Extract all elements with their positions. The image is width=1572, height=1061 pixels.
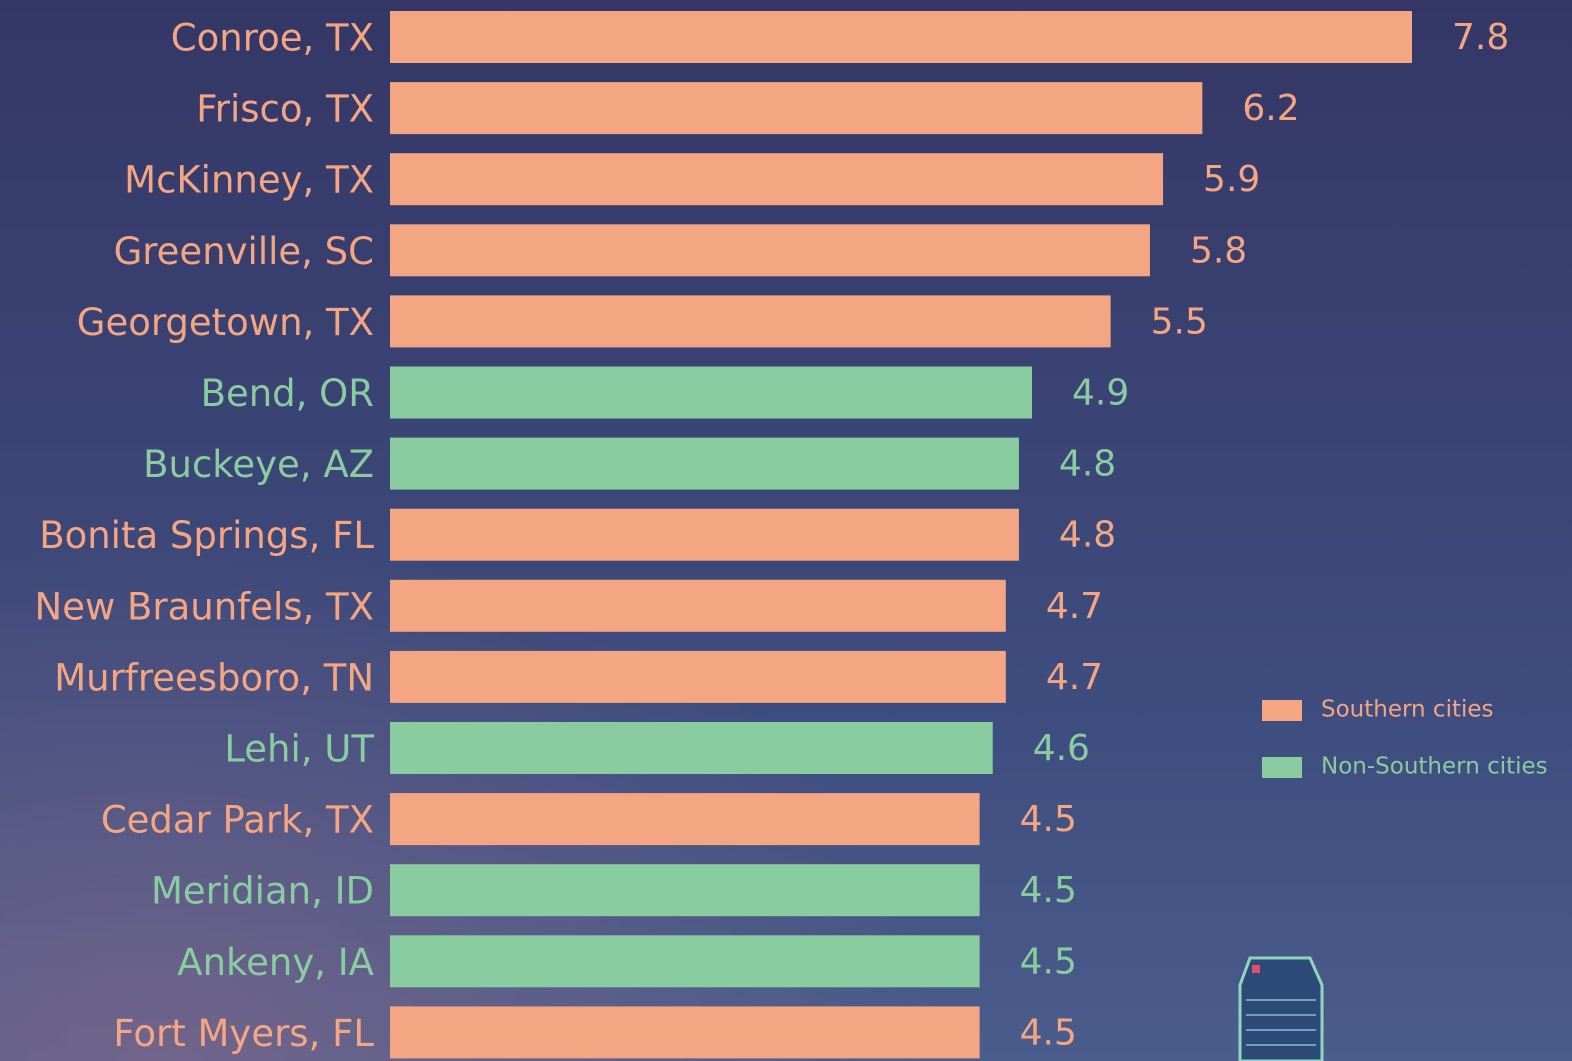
category-label: Greenville, SC <box>114 230 374 273</box>
legend-swatch <box>1262 700 1302 721</box>
category-label: Lehi, UT <box>224 728 374 771</box>
category-label: McKinney, TX <box>124 159 374 202</box>
legend-label: Southern cities <box>1321 697 1494 723</box>
value-label: 4.8 <box>1059 444 1116 485</box>
value-label: 4.8 <box>1059 515 1116 556</box>
value-label: 5.9 <box>1203 159 1260 200</box>
category-label: Cedar Park, TX <box>101 799 374 842</box>
category-label: Fort Myers, FL <box>113 1012 374 1055</box>
value-label: 4.6 <box>1033 728 1090 769</box>
category-label: Ankeny, IA <box>177 941 374 984</box>
value-label: 4.7 <box>1046 657 1103 698</box>
category-label: Georgetown, TX <box>77 301 374 344</box>
category-label: Bonita Springs, FL <box>39 514 374 557</box>
bar <box>390 722 993 774</box>
building-icon <box>1240 958 1322 1061</box>
bar <box>390 438 1019 490</box>
bar <box>390 935 980 987</box>
legend-swatch <box>1262 757 1302 778</box>
value-label: 7.8 <box>1452 17 1509 58</box>
value-label: 4.9 <box>1072 373 1129 414</box>
bar <box>390 651 1006 703</box>
bar <box>390 1006 980 1058</box>
bar <box>390 153 1163 205</box>
category-label: Bend, OR <box>201 372 374 415</box>
legend-label: Non-Southern cities <box>1321 754 1548 780</box>
category-label: Meridian, ID <box>151 870 374 913</box>
category-label: Murfreesboro, TN <box>54 656 374 699</box>
bar <box>390 367 1032 419</box>
bar <box>390 82 1202 134</box>
category-label: Frisco, TX <box>196 88 374 131</box>
category-label: Buckeye, AZ <box>143 443 374 486</box>
value-label: 6.2 <box>1242 88 1299 129</box>
value-label: 4.5 <box>1020 1012 1077 1053</box>
value-label: 5.5 <box>1151 301 1208 342</box>
bar <box>390 11 1412 63</box>
value-label: 5.8 <box>1190 230 1247 271</box>
value-label: 4.5 <box>1020 941 1077 982</box>
category-label: Conroe, TX <box>171 17 374 60</box>
bar <box>390 793 980 845</box>
value-label: 4.5 <box>1020 870 1077 911</box>
value-label: 4.7 <box>1046 586 1103 627</box>
value-label: 4.5 <box>1020 799 1077 840</box>
bar <box>390 295 1111 347</box>
bar <box>390 224 1150 276</box>
category-label: New Braunfels, TX <box>35 585 374 628</box>
bar <box>390 864 980 916</box>
chart: 7.8 Conroe, TX 6.2 Frisco, TX 5.9 McKinney, T… <box>0 0 1572 1061</box>
bar <box>390 509 1019 561</box>
page: 7.8 Conroe, TX 6.2 Frisco, TX 5.9 McKinney, T… <box>0 0 1572 1061</box>
bar <box>390 580 1006 632</box>
